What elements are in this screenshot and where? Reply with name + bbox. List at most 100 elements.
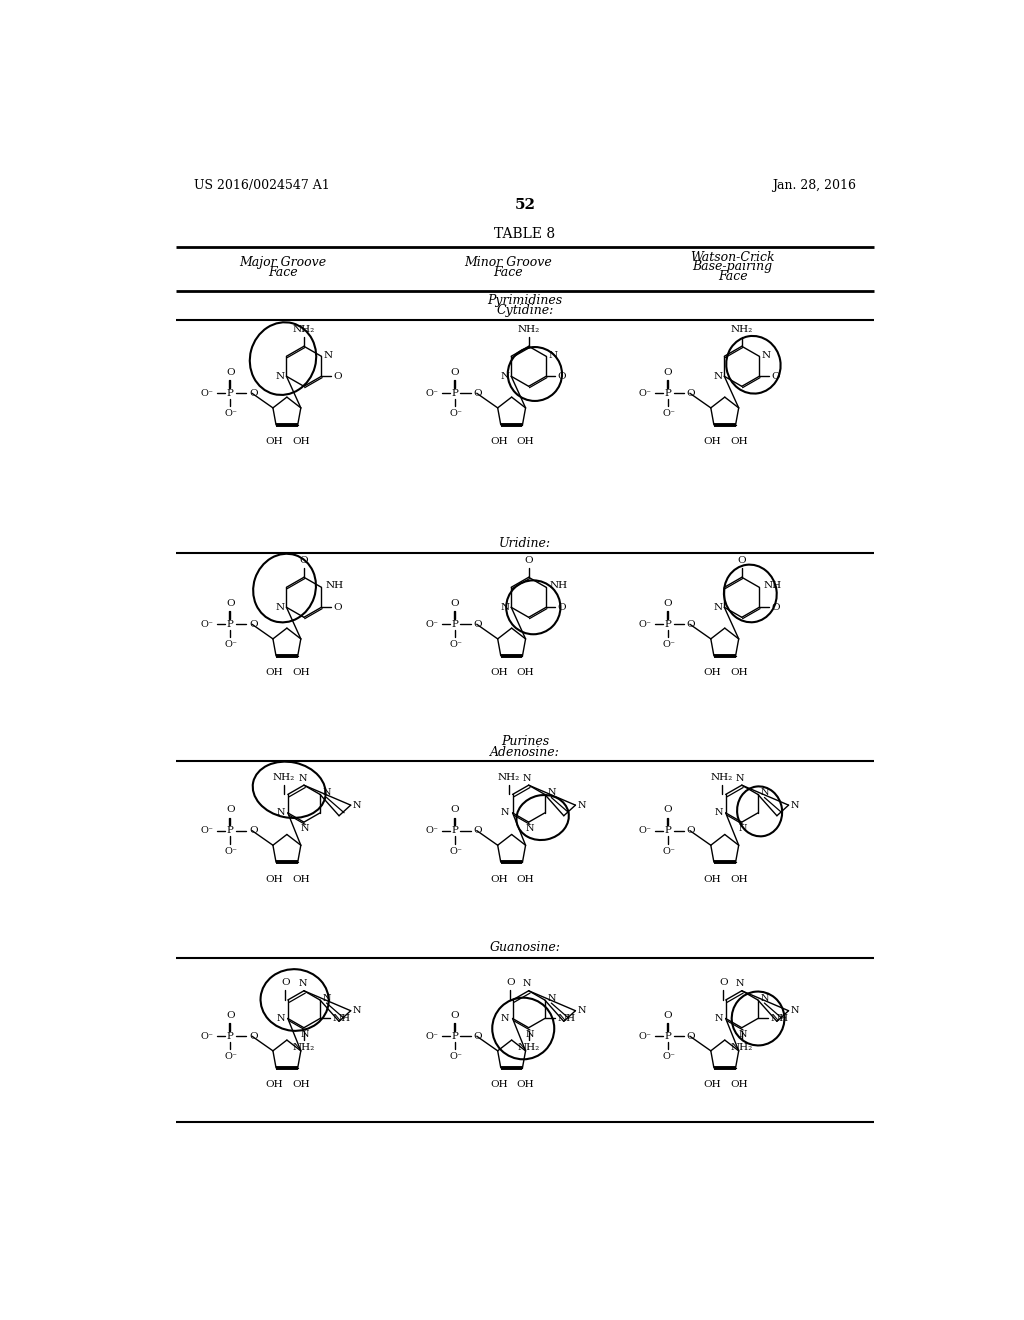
Text: NH₂: NH₂ [517, 1043, 540, 1052]
Text: N: N [353, 801, 361, 809]
Text: Uridine:: Uridine: [499, 537, 551, 550]
Text: O: O [474, 1032, 482, 1040]
Text: P: P [452, 389, 459, 397]
Text: OH: OH [730, 668, 748, 677]
Text: N: N [501, 603, 510, 611]
Text: Face: Face [493, 265, 522, 279]
Text: P: P [227, 620, 233, 628]
Text: N: N [714, 1014, 723, 1023]
Text: N: N [547, 994, 556, 1003]
Text: O: O [226, 805, 234, 814]
Text: OH: OH [265, 1080, 284, 1089]
Text: O: O [664, 368, 673, 378]
Text: O: O [333, 372, 342, 380]
Text: N: N [298, 774, 306, 783]
Text: NH₂: NH₂ [711, 774, 733, 781]
Text: US 2016/0024547 A1: US 2016/0024547 A1 [194, 178, 330, 191]
Text: N: N [323, 788, 331, 797]
Text: N: N [714, 372, 723, 380]
Text: O: O [664, 805, 673, 814]
Text: Cytidine:: Cytidine: [496, 305, 554, 317]
Text: O: O [451, 805, 460, 814]
Text: O⁻: O⁻ [201, 826, 213, 836]
Text: N: N [714, 808, 723, 817]
Text: O: O [226, 368, 234, 378]
Text: O: O [451, 1011, 460, 1020]
Text: NH: NH [550, 581, 568, 590]
Text: O: O [474, 620, 482, 628]
Text: OH: OH [703, 1080, 721, 1089]
Text: N: N [736, 774, 744, 783]
Text: N: N [276, 808, 285, 817]
Text: O: O [474, 826, 482, 836]
Text: OH: OH [265, 437, 284, 446]
Text: P: P [452, 826, 459, 836]
Text: OH: OH [703, 437, 721, 446]
Text: O⁻: O⁻ [201, 620, 213, 628]
Text: NH₂: NH₂ [293, 1043, 315, 1052]
Text: O: O [226, 599, 234, 609]
Text: O: O [687, 1032, 695, 1040]
Text: NH: NH [333, 1014, 350, 1023]
Text: N: N [323, 994, 331, 1003]
Text: OH: OH [292, 437, 309, 446]
Text: O: O [558, 603, 566, 611]
Text: OH: OH [490, 437, 508, 446]
Text: O⁻: O⁻ [425, 620, 438, 628]
Text: O: O [771, 603, 779, 611]
Text: O⁻: O⁻ [224, 1052, 238, 1061]
Text: N: N [762, 351, 771, 360]
Text: P: P [227, 1032, 233, 1040]
Text: P: P [665, 389, 672, 397]
Text: N: N [525, 825, 534, 833]
Text: O: O [249, 826, 257, 836]
Text: N: N [791, 801, 800, 809]
Text: Minor Groove: Minor Groove [464, 256, 552, 269]
Text: N: N [760, 994, 769, 1003]
Text: O⁻: O⁻ [224, 409, 238, 418]
Text: O: O [558, 372, 566, 380]
Text: O: O [687, 620, 695, 628]
Text: N: N [300, 1030, 309, 1039]
Text: O⁻: O⁻ [638, 826, 651, 836]
Text: O: O [249, 389, 257, 397]
Text: TABLE 8: TABLE 8 [495, 227, 555, 240]
Text: N: N [791, 1006, 800, 1015]
Text: O: O [771, 372, 779, 380]
Text: OH: OH [703, 875, 721, 883]
Text: OH: OH [517, 875, 535, 883]
Text: N: N [578, 801, 587, 809]
Text: O: O [664, 599, 673, 609]
Text: NH₂: NH₂ [272, 774, 295, 781]
Text: OH: OH [292, 875, 309, 883]
Text: P: P [665, 1032, 672, 1040]
Text: OH: OH [517, 1080, 535, 1089]
Text: O: O [664, 1011, 673, 1020]
Text: N: N [738, 1030, 746, 1039]
Text: Jan. 28, 2016: Jan. 28, 2016 [772, 178, 856, 191]
Text: NH: NH [326, 581, 343, 590]
Text: O: O [249, 1032, 257, 1040]
Text: OH: OH [265, 875, 284, 883]
Text: O⁻: O⁻ [450, 847, 462, 855]
Text: N: N [523, 774, 531, 783]
Text: OH: OH [517, 668, 535, 677]
Text: N: N [760, 788, 769, 797]
Text: O: O [451, 599, 460, 609]
Text: O: O [333, 603, 342, 611]
Text: O⁻: O⁻ [201, 1032, 213, 1040]
Text: O: O [249, 620, 257, 628]
Text: O⁻: O⁻ [450, 1052, 462, 1061]
Text: N: N [501, 808, 510, 817]
Text: Base-pairing: Base-pairing [692, 260, 772, 273]
Text: O⁻: O⁻ [663, 847, 676, 855]
Text: OH: OH [490, 1080, 508, 1089]
Text: O⁻: O⁻ [224, 640, 238, 649]
Text: Face: Face [268, 265, 298, 279]
Text: N: N [547, 788, 556, 797]
Text: O: O [719, 978, 728, 987]
Text: Major Groove: Major Groove [240, 256, 327, 269]
Text: N: N [525, 1030, 534, 1039]
Text: N: N [736, 979, 744, 989]
Text: N: N [738, 825, 746, 833]
